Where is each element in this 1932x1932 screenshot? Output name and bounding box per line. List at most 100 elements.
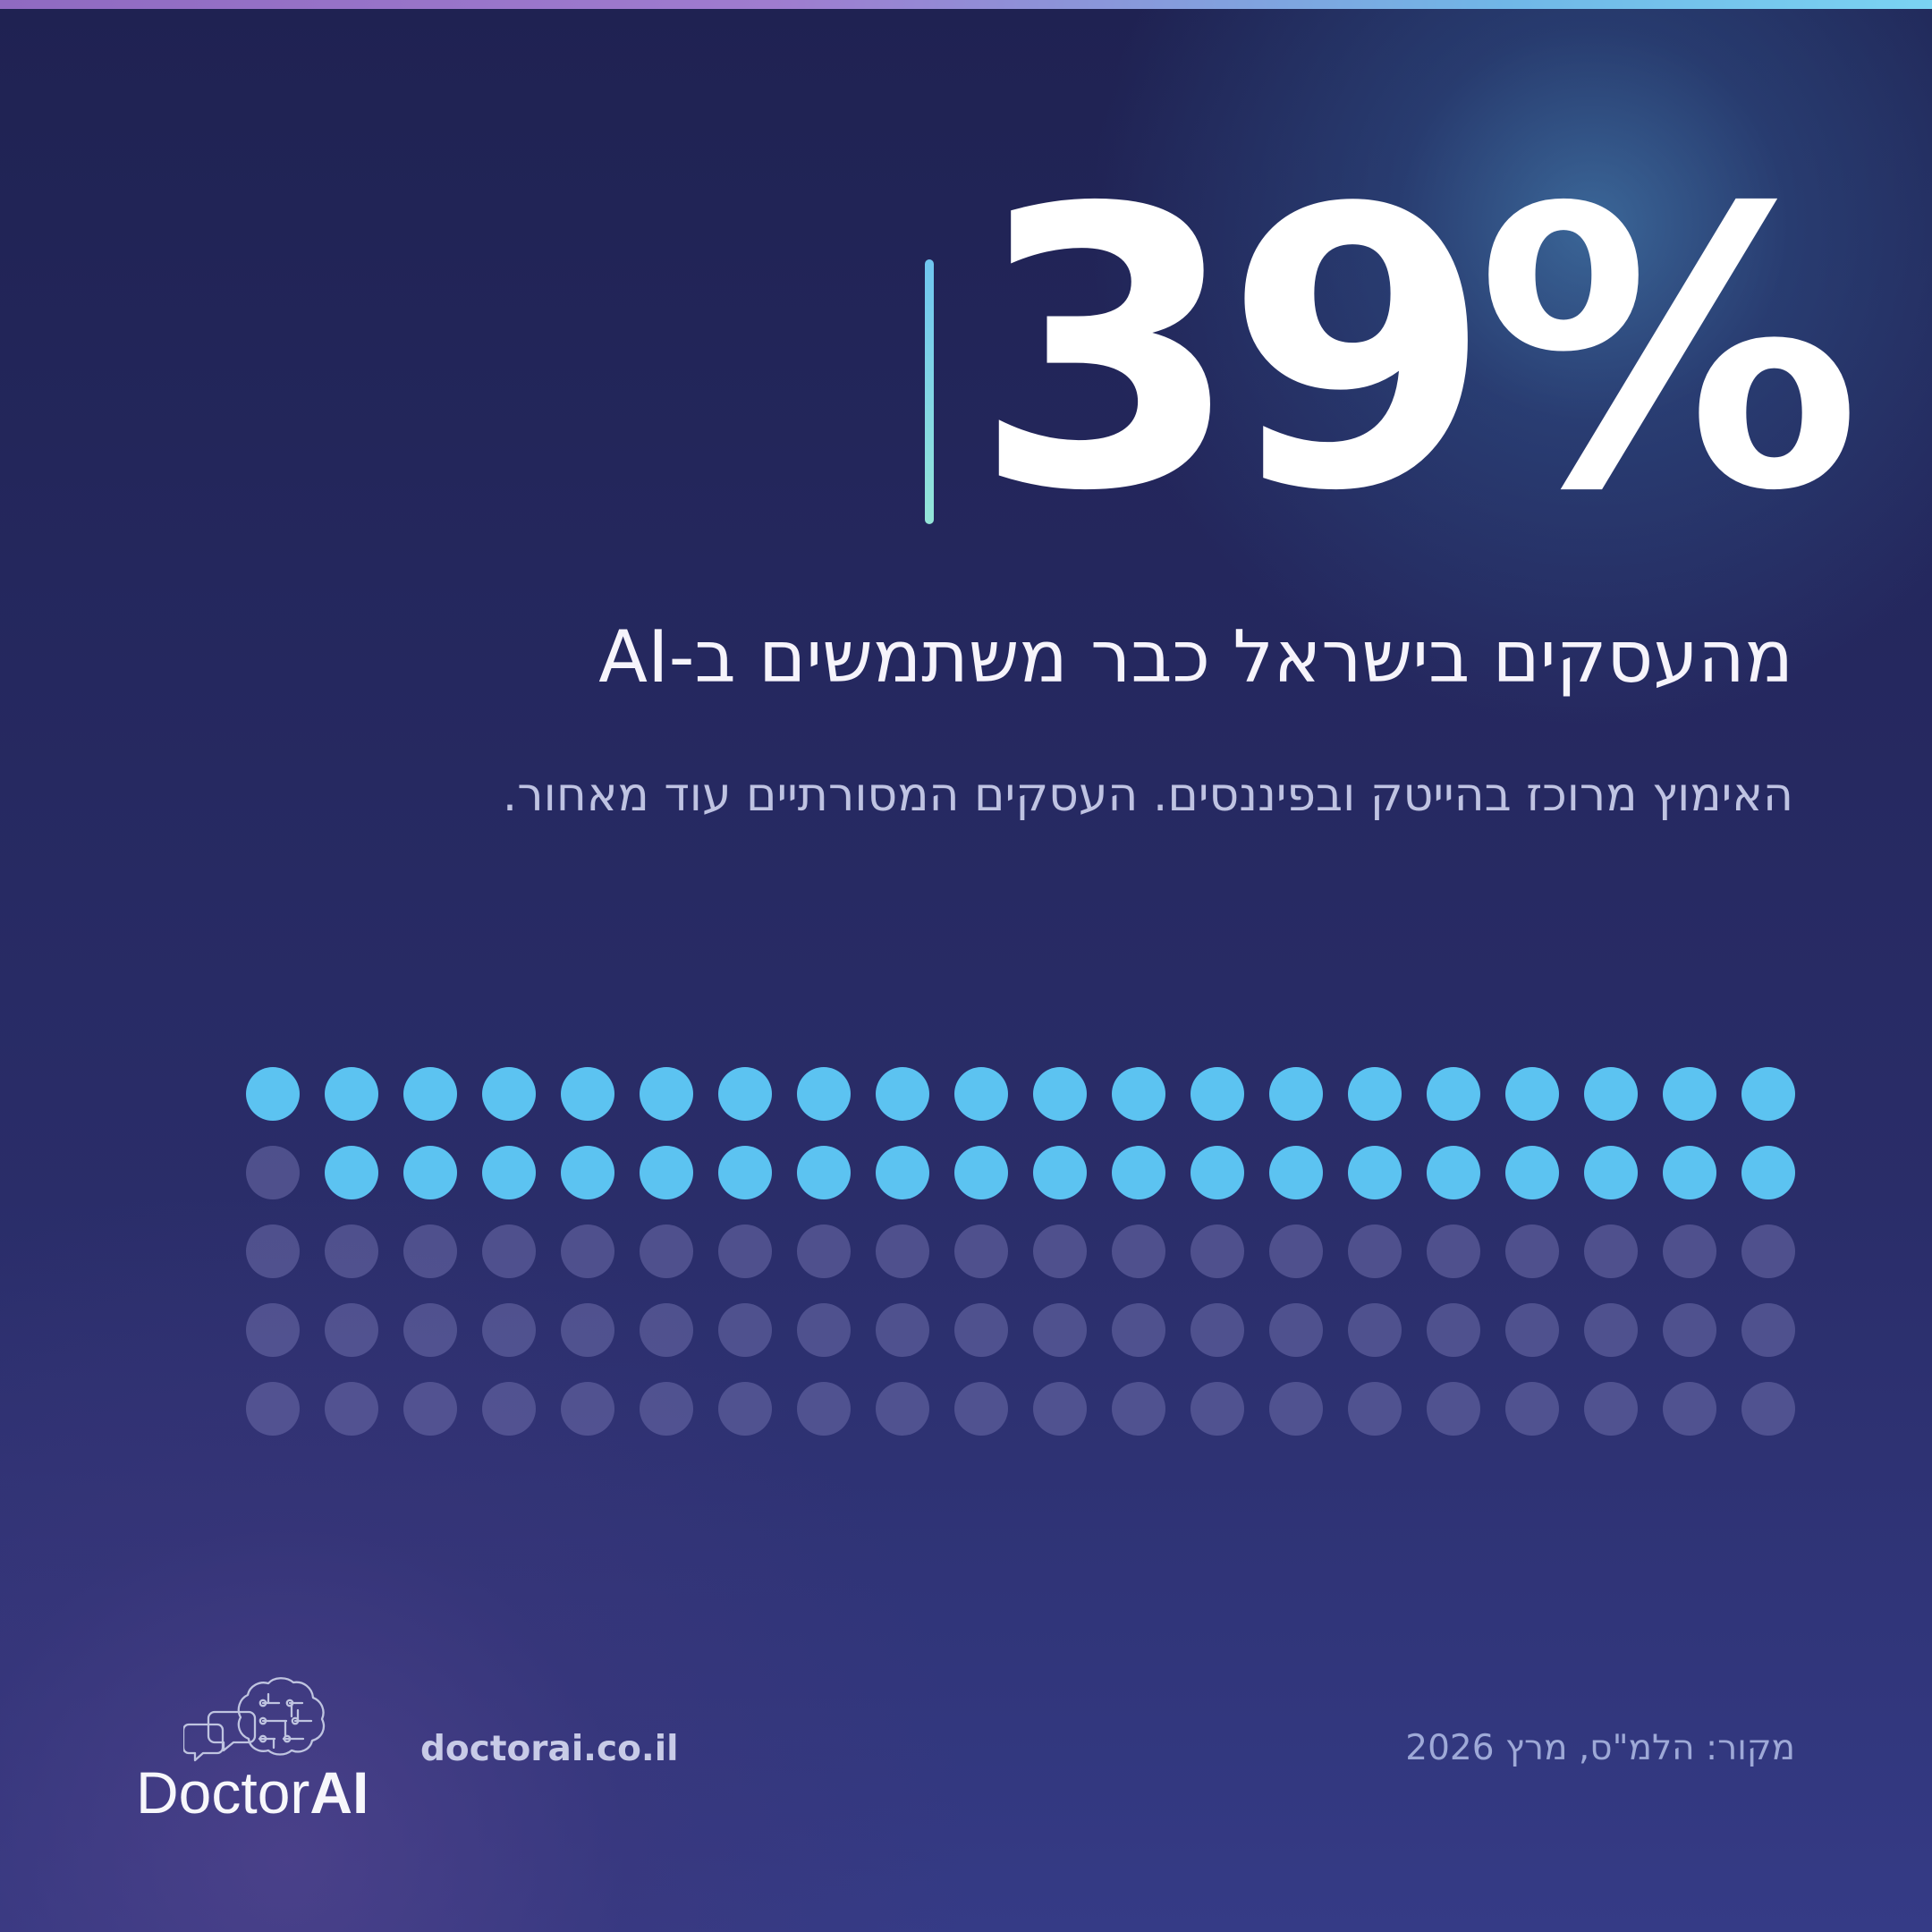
stat-accent-bar bbox=[925, 259, 934, 524]
empty-dot bbox=[246, 1146, 300, 1199]
filled-dot bbox=[1348, 1146, 1402, 1199]
filled-dot bbox=[561, 1146, 614, 1199]
empty-dot bbox=[1269, 1224, 1323, 1278]
empty-dot bbox=[1505, 1224, 1559, 1278]
filled-dot bbox=[1741, 1067, 1795, 1121]
empty-dot bbox=[1427, 1303, 1480, 1357]
empty-dot bbox=[876, 1303, 929, 1357]
empty-dot bbox=[1663, 1224, 1716, 1278]
filled-dot bbox=[1663, 1067, 1716, 1121]
empty-dot bbox=[1033, 1382, 1087, 1436]
empty-dot bbox=[246, 1224, 300, 1278]
empty-dot bbox=[954, 1224, 1008, 1278]
empty-dot bbox=[1505, 1382, 1559, 1436]
empty-dot bbox=[797, 1224, 851, 1278]
empty-dot bbox=[482, 1382, 536, 1436]
empty-dot bbox=[246, 1303, 300, 1357]
brand-wordmark: DoctorAI bbox=[136, 1763, 369, 1822]
supporting-text: האימוץ מרוכז בהייטק ובפיננסים. העסקים המ… bbox=[502, 768, 1793, 822]
empty-dot bbox=[1033, 1303, 1087, 1357]
filled-dot bbox=[1505, 1146, 1559, 1199]
empty-dot bbox=[1112, 1303, 1165, 1357]
empty-dot bbox=[403, 1224, 457, 1278]
empty-dot bbox=[718, 1224, 772, 1278]
empty-dot bbox=[1348, 1303, 1402, 1357]
filled-dot bbox=[482, 1067, 536, 1121]
filled-dot bbox=[1505, 1067, 1559, 1121]
empty-dot bbox=[325, 1303, 378, 1357]
filled-dot bbox=[1427, 1067, 1480, 1121]
empty-dot bbox=[876, 1382, 929, 1436]
filled-dot bbox=[1269, 1146, 1323, 1199]
filled-dot bbox=[246, 1067, 300, 1121]
empty-dot bbox=[561, 1224, 614, 1278]
filled-dot bbox=[718, 1146, 772, 1199]
empty-dot bbox=[561, 1382, 614, 1436]
website-url: doctorai.co.il bbox=[420, 1729, 679, 1769]
empty-dot bbox=[640, 1303, 693, 1357]
empty-dot bbox=[718, 1382, 772, 1436]
filled-dot bbox=[1348, 1067, 1402, 1121]
empty-dot bbox=[403, 1303, 457, 1357]
filled-dot bbox=[1033, 1067, 1087, 1121]
empty-dot bbox=[325, 1224, 378, 1278]
empty-dot bbox=[1584, 1224, 1638, 1278]
empty-dot bbox=[482, 1224, 536, 1278]
empty-dot bbox=[1191, 1303, 1244, 1357]
filled-dot bbox=[1033, 1146, 1087, 1199]
empty-dot bbox=[246, 1382, 300, 1436]
empty-dot bbox=[561, 1303, 614, 1357]
empty-dot bbox=[640, 1382, 693, 1436]
filled-dot bbox=[876, 1146, 929, 1199]
empty-dot bbox=[482, 1303, 536, 1357]
filled-dot bbox=[640, 1146, 693, 1199]
doctorai-logo: DoctorAI bbox=[134, 1673, 402, 1825]
main-percentage-stat: 39% bbox=[973, 128, 1861, 575]
brand-wordmark-light: Doctor bbox=[136, 1759, 310, 1826]
filled-dot bbox=[640, 1067, 693, 1121]
brand-wordmark-strong: AI bbox=[309, 1759, 369, 1826]
filled-dot bbox=[718, 1067, 772, 1121]
empty-dot bbox=[1741, 1382, 1795, 1436]
empty-dot bbox=[1663, 1382, 1716, 1436]
filled-dot bbox=[1741, 1146, 1795, 1199]
filled-dot bbox=[325, 1067, 378, 1121]
filled-dot bbox=[403, 1067, 457, 1121]
filled-dot bbox=[1584, 1146, 1638, 1199]
empty-dot bbox=[1348, 1382, 1402, 1436]
filled-dot bbox=[325, 1146, 378, 1199]
empty-dot bbox=[797, 1382, 851, 1436]
filled-dot bbox=[1112, 1067, 1165, 1121]
empty-dot bbox=[1427, 1382, 1480, 1436]
filled-dot bbox=[1112, 1146, 1165, 1199]
empty-dot bbox=[1427, 1224, 1480, 1278]
filled-dot bbox=[954, 1067, 1008, 1121]
filled-dot bbox=[797, 1067, 851, 1121]
filled-dot bbox=[403, 1146, 457, 1199]
empty-dot bbox=[876, 1224, 929, 1278]
empty-dot bbox=[1269, 1382, 1323, 1436]
brain-chat-icon bbox=[183, 1677, 326, 1762]
empty-dot bbox=[718, 1303, 772, 1357]
empty-dot bbox=[1584, 1303, 1638, 1357]
empty-dot bbox=[797, 1303, 851, 1357]
empty-dot bbox=[1112, 1224, 1165, 1278]
empty-dot bbox=[1741, 1224, 1795, 1278]
empty-dot bbox=[1191, 1224, 1244, 1278]
empty-dot bbox=[954, 1303, 1008, 1357]
filled-dot bbox=[1191, 1146, 1244, 1199]
empty-dot bbox=[1663, 1303, 1716, 1357]
empty-dot bbox=[954, 1382, 1008, 1436]
empty-dot bbox=[1348, 1224, 1402, 1278]
filled-dot bbox=[1191, 1067, 1244, 1121]
filled-dot bbox=[482, 1146, 536, 1199]
percentage-dot-grid bbox=[246, 1067, 1796, 1443]
empty-dot bbox=[403, 1382, 457, 1436]
filled-dot bbox=[797, 1146, 851, 1199]
top-gradient-strip bbox=[0, 0, 1932, 9]
empty-dot bbox=[640, 1224, 693, 1278]
empty-dot bbox=[1112, 1382, 1165, 1436]
filled-dot bbox=[561, 1067, 614, 1121]
source-citation: מקור: הלמ"ס, מרץ 2026 bbox=[1405, 1728, 1795, 1768]
